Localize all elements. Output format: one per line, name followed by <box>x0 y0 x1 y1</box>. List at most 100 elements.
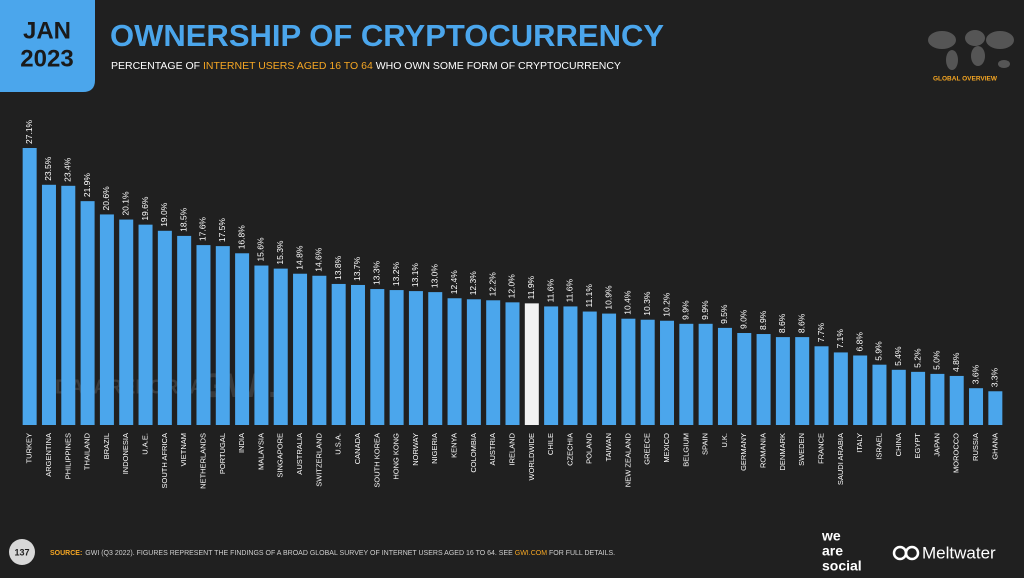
x-tick-label: ITALY <box>855 433 864 453</box>
x-tick-label: SPAIN <box>701 433 710 455</box>
bar <box>698 323 713 425</box>
x-tick-label: ROMANIA <box>759 433 768 468</box>
x-tick-label: NORWAY <box>411 433 420 466</box>
x-tick-label: EGYPT <box>913 433 922 459</box>
date-year: 2023 <box>20 45 73 72</box>
x-tick-label: VIETNAM <box>179 433 188 466</box>
x-tick-label: MEXICO <box>662 433 671 463</box>
value-label: 14.6% <box>314 247 324 272</box>
value-label: 4.8% <box>951 352 961 372</box>
subtitle-part: WHO OWN SOME FORM OF CRYPTOCURRENCY <box>373 60 621 72</box>
value-label: 11.1% <box>584 284 594 308</box>
bar <box>563 306 578 425</box>
value-label: 5.2% <box>912 348 922 368</box>
value-label: 17.5% <box>217 218 227 243</box>
bar <box>795 337 810 425</box>
x-tick-label: GERMANY <box>739 433 748 471</box>
source-link: GWI.COM <box>515 550 547 557</box>
source-text: GWI (Q3 2022). FIGURES REPRESENT THE FIN… <box>85 550 514 557</box>
bar <box>969 388 984 425</box>
bar <box>486 300 501 425</box>
x-tick-label: SINGAPORE <box>276 433 285 478</box>
badge: GLOBAL OVERVIEW <box>933 76 998 83</box>
bar <box>466 299 481 425</box>
bar <box>621 318 636 425</box>
bar <box>833 352 848 425</box>
x-tick-label: INDONESIA <box>121 433 130 474</box>
value-label: 13.2% <box>391 262 401 287</box>
x-tick-label: TAIWAN <box>604 433 613 461</box>
value-label: 3.3% <box>990 367 1000 387</box>
x-tick-label: KENYA <box>450 433 459 458</box>
x-tick-label: WORLDWIDE <box>527 433 536 481</box>
x-tick-label: ISRAEL <box>874 433 883 460</box>
x-tick-label: POLAND <box>585 432 594 463</box>
value-label: 17.6% <box>198 217 208 242</box>
bar <box>447 298 462 425</box>
x-tick-label: INDIA <box>237 433 246 453</box>
bar <box>582 311 597 425</box>
bar <box>853 355 868 425</box>
value-label: 3.6% <box>970 364 980 384</box>
value-label: 5.4% <box>893 346 903 366</box>
x-tick-label: U.A.E. <box>141 433 150 455</box>
value-label: 11.6% <box>545 279 555 303</box>
value-label: 20.1% <box>120 191 130 216</box>
value-label: 10.2% <box>661 292 671 317</box>
bar <box>524 303 539 425</box>
x-tick-label: AUSTRALIA <box>295 433 304 475</box>
subtitle: PERCENTAGE OF INTERNET USERS AGED 16 TO … <box>111 60 621 72</box>
bar <box>660 320 675 425</box>
bar <box>80 201 95 425</box>
x-tick-label: IRELAND <box>507 432 516 465</box>
bar <box>505 302 520 425</box>
bar <box>177 235 192 425</box>
bar <box>544 306 559 425</box>
bar <box>254 265 269 425</box>
x-tick-label: CANADA <box>353 433 362 464</box>
source: SOURCE: GWI (Q3 2022). FIGURES REPRESENT … <box>50 550 615 557</box>
value-label: 8.9% <box>758 310 768 330</box>
x-tick-label: MALAYSIA <box>256 433 265 470</box>
bar <box>119 219 134 425</box>
source-label: SOURCE: <box>50 550 82 557</box>
bar <box>370 289 385 425</box>
x-tick-label: U.S.A. <box>334 433 343 455</box>
value-label: 10.4% <box>623 290 633 315</box>
bar <box>235 253 250 425</box>
x-tick-label: SWEDEN <box>797 433 806 466</box>
source-text: FOR FULL DETAILS. <box>547 550 615 557</box>
value-label: 13.8% <box>333 255 343 280</box>
bar <box>930 373 945 425</box>
bar <box>640 319 655 425</box>
value-label: 13.1% <box>410 263 420 288</box>
x-tick-label: SOUTH KOREA <box>372 433 381 488</box>
x-tick-label: NIGERIA <box>430 433 439 464</box>
value-label: 19.0% <box>159 202 169 227</box>
value-label: 8.6% <box>777 313 787 333</box>
x-tick-label: GHANA <box>990 433 999 460</box>
x-tick-label: CHINA <box>894 433 903 456</box>
bar <box>737 333 752 425</box>
x-tick-label: TURKEY <box>25 433 34 463</box>
value-label: 10.3% <box>642 291 652 316</box>
bar <box>138 224 153 425</box>
bar <box>717 327 732 425</box>
bar <box>988 391 1003 425</box>
value-label: 9.0% <box>739 309 749 329</box>
value-label: 10.9% <box>603 285 613 310</box>
value-label: 18.5% <box>178 207 188 232</box>
bar <box>22 148 37 425</box>
value-label: 6.8% <box>854 332 864 352</box>
meltwater-icon <box>892 545 920 561</box>
bar <box>756 334 771 425</box>
bar <box>679 323 694 425</box>
bar <box>331 283 346 425</box>
logo-text: we <box>821 528 841 544</box>
x-tick-label: DENMARK <box>778 433 787 471</box>
bar <box>196 245 211 425</box>
page-badge <box>9 539 35 565</box>
value-label: 8.6% <box>796 313 806 333</box>
x-tick-label: HONG KONG <box>392 433 401 480</box>
